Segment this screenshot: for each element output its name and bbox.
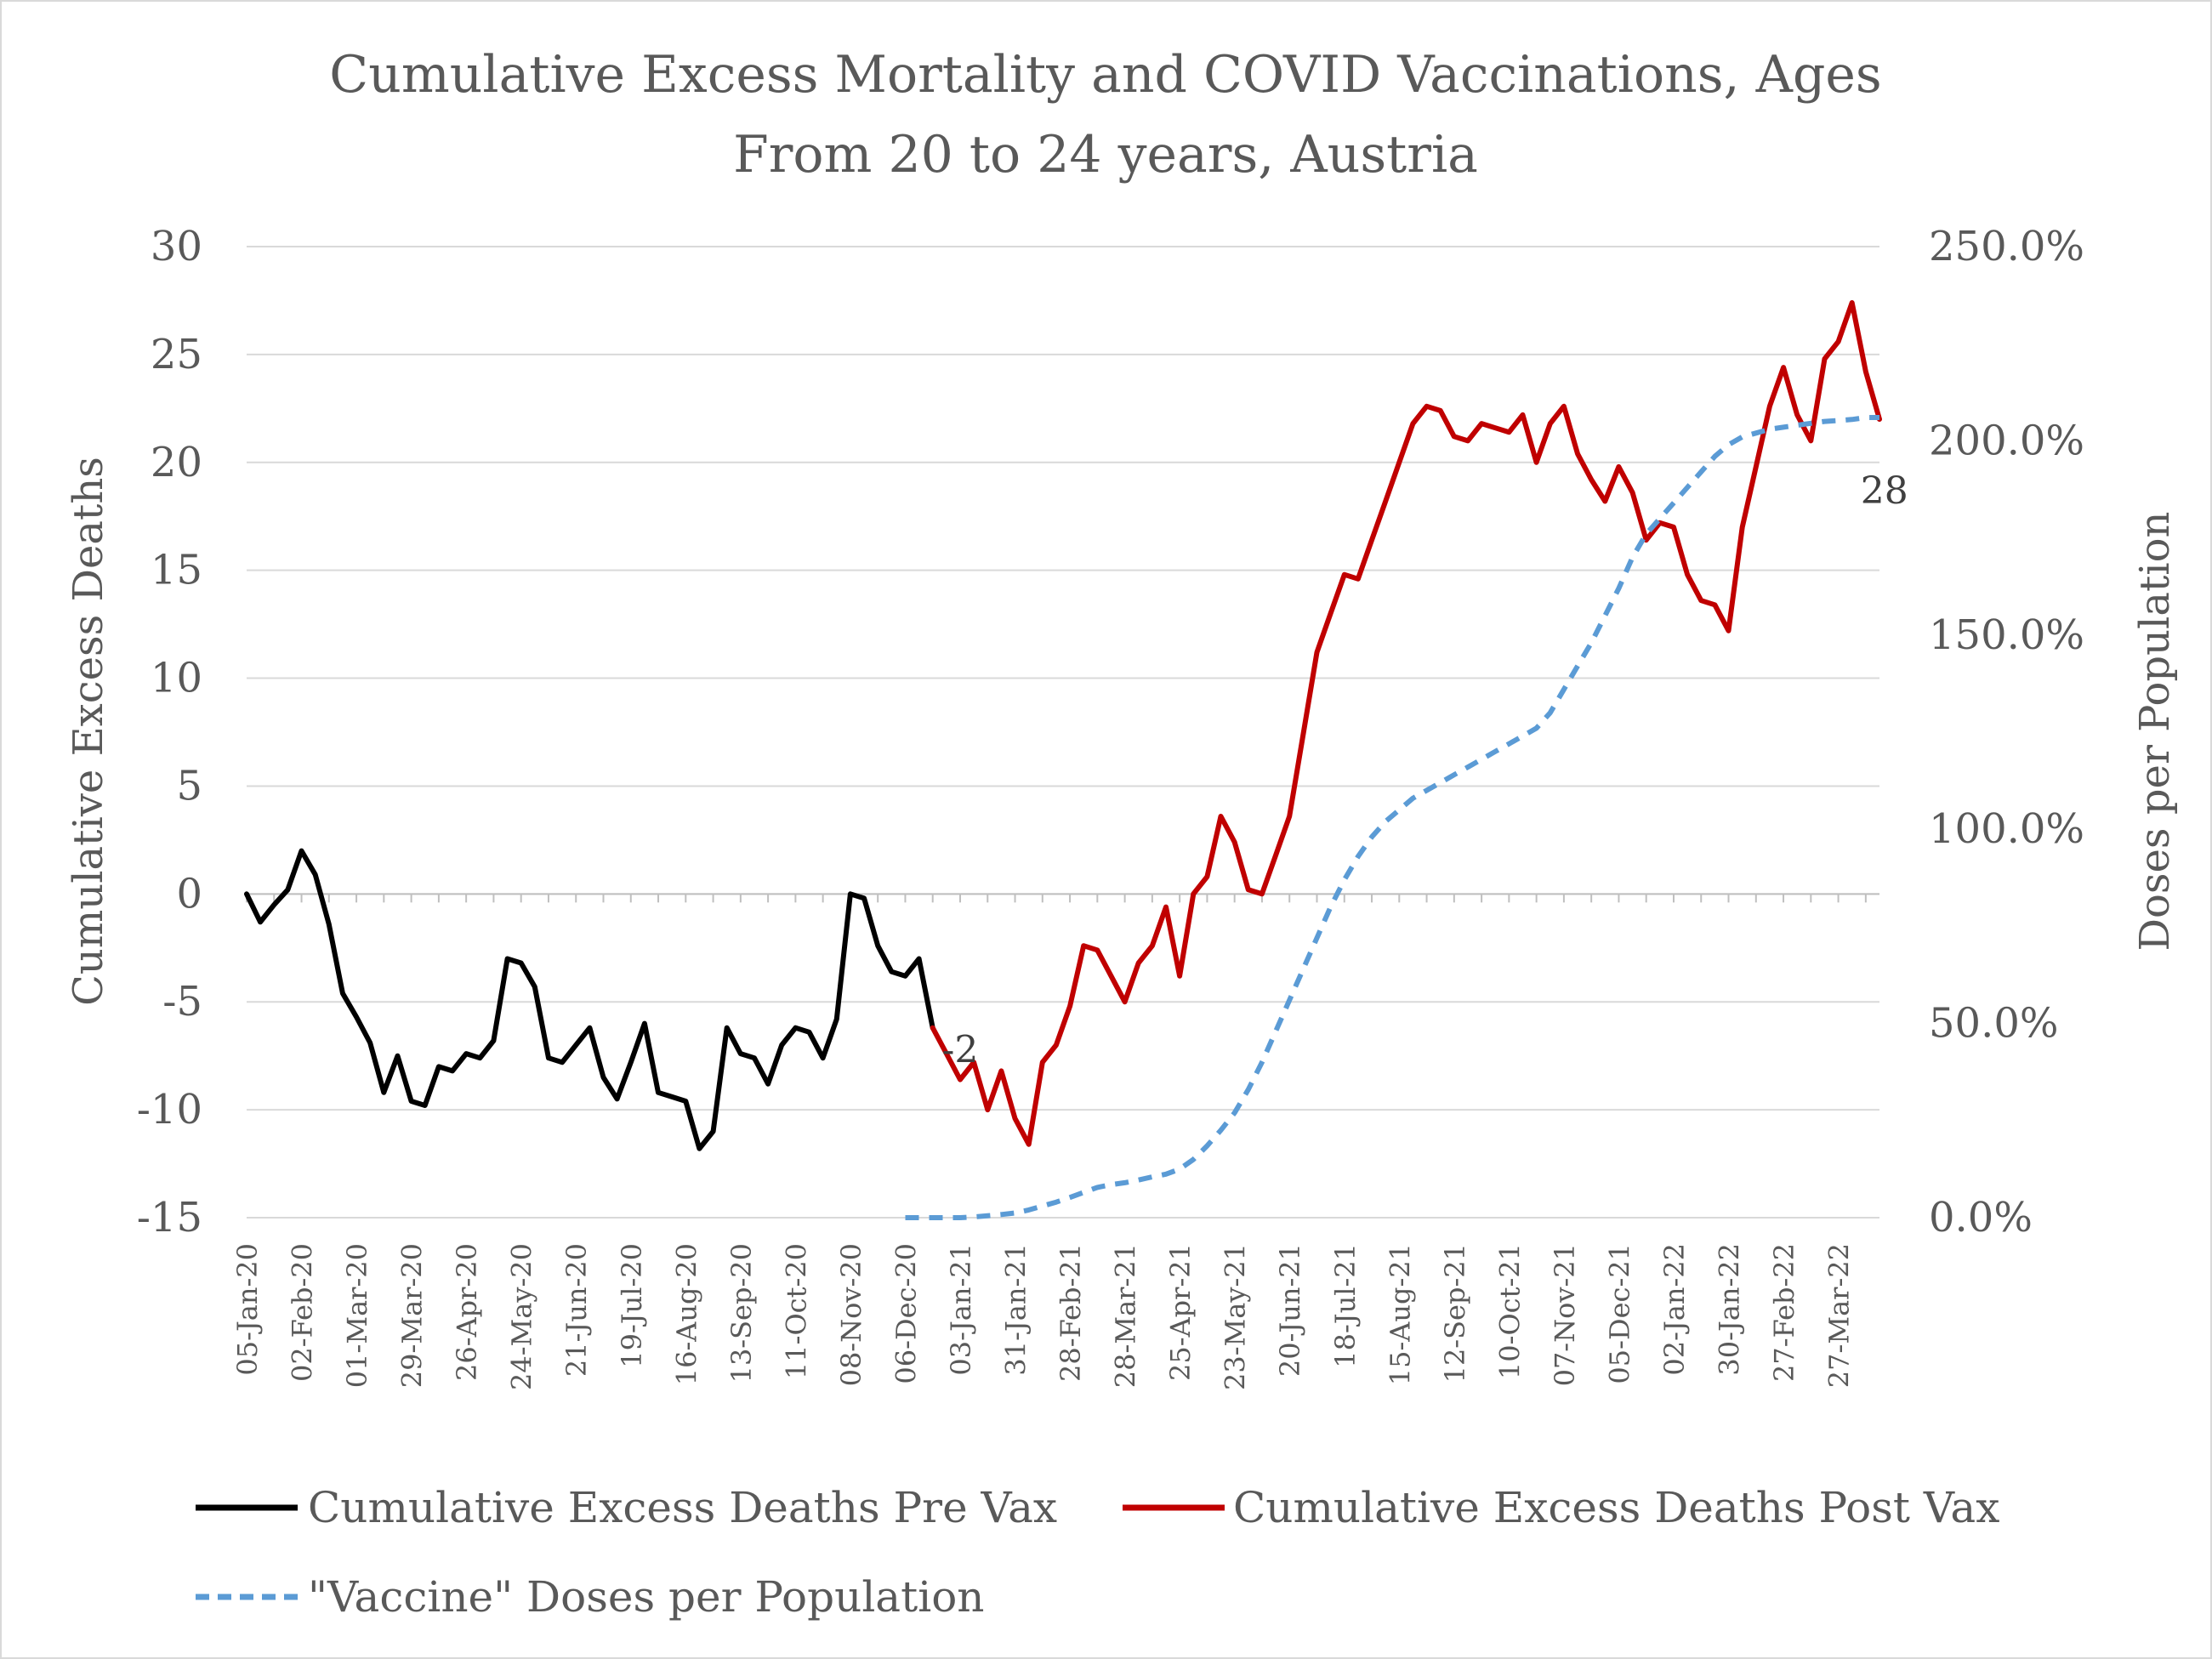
y-axis-right-title: Doses per Population (2131, 512, 2179, 952)
y-tick-label: -10 (137, 1086, 202, 1133)
x-tick-label: 26-Apr-20 (451, 1243, 483, 1381)
y-tick-label: -15 (137, 1194, 202, 1241)
x-tick-label: 06-Dec-20 (890, 1243, 922, 1384)
x-tick-label: 28-Feb-21 (1055, 1243, 1087, 1382)
chart-title-line-1: Cumulative Excess Mortality and COVID Va… (329, 45, 1881, 105)
chart-title: Cumulative Excess Mortality and COVID Va… (329, 45, 1881, 185)
y2-tick-label: 150.0% (1929, 611, 2084, 659)
legend-label-vaccine: "Vaccine" Doses per Population (308, 1572, 985, 1622)
legend-item-pre-vax: Cumulative Excess Deaths Pre Vax (196, 1483, 1057, 1532)
series-lines (244, 300, 1882, 1220)
y-tick-label: -5 (162, 978, 202, 1026)
legend-label-pre-vax: Cumulative Excess Deaths Pre Vax (308, 1483, 1057, 1532)
x-tick-label: 28-Mar-21 (1110, 1243, 1142, 1388)
x-tick-label: 12-Sep-21 (1439, 1243, 1471, 1383)
x-tick-label: 27-Feb-22 (1768, 1243, 1800, 1382)
legend-item-post-vax: Cumulative Excess Deaths Post Vax (1123, 1483, 1999, 1532)
y-tick-label: 5 (176, 762, 202, 810)
legend: Cumulative Excess Deaths Pre Vax Cumulat… (196, 1483, 1999, 1622)
x-tick-label: 07-Nov-21 (1549, 1243, 1581, 1386)
y-tick-label: 10 (151, 655, 202, 702)
y-tick-label: 15 (151, 547, 202, 594)
x-tick-label: 24-May-20 (506, 1243, 538, 1390)
x-tick-label: 01-Mar-20 (341, 1243, 373, 1388)
x-tick-label: 21-Jun-20 (560, 1243, 593, 1377)
y-tick-label: 0 (176, 870, 202, 918)
y2-tick-label: 250.0% (1929, 223, 2084, 270)
x-tick-label: 02-Jan-22 (1658, 1243, 1691, 1376)
y2-tick-label: 100.0% (1929, 805, 2084, 853)
series-line-cumulative-excess-deaths-post-vax (930, 300, 1882, 1147)
data-labels: -2 28 (942, 469, 1908, 1072)
x-tick-label: 31-Jan-21 (1000, 1243, 1032, 1376)
y-tick-label: 30 (151, 223, 202, 270)
x-tick-label: 29-Mar-20 (396, 1243, 429, 1388)
series-line-vaccine-doses-per-population (905, 415, 1879, 1220)
x-tick-label: 16-Aug-20 (670, 1243, 702, 1385)
x-tick-label: 15-Aug-21 (1384, 1243, 1416, 1385)
x-tick-label: 27-Mar-22 (1823, 1243, 1856, 1388)
legend-item-vaccine: "Vaccine" Doses per Population (196, 1572, 985, 1622)
x-tick-label: 19-Jul-20 (616, 1243, 648, 1368)
y-axis-right-ticks: 250.0% 200.0% 150.0% 100.0% 50.0% 0.0% (1929, 223, 2084, 1241)
data-label: 28 (1861, 469, 1908, 513)
x-tick-label: 13-Sep-20 (725, 1243, 758, 1383)
gridlines (247, 246, 1879, 1219)
y-axis-left-ticks: 30 25 20 15 10 5 0 -5 -10 -15 (137, 223, 202, 1241)
x-tick-label: 25-Apr-21 (1164, 1243, 1197, 1381)
legend-label-post-vax: Cumulative Excess Deaths Post Vax (1233, 1483, 1999, 1532)
x-tick-label: 05-Dec-21 (1603, 1243, 1635, 1384)
x-tick-label: 11-Oct-20 (780, 1243, 812, 1379)
x-tick-label: 18-Jul-21 (1329, 1243, 1362, 1368)
y-tick-label: 20 (151, 439, 202, 486)
y-axis-left-title: Cumulative Excess Deaths (65, 457, 112, 1006)
x-tick-label: 30-Jan-22 (1714, 1243, 1746, 1376)
x-tick-label: 08-Nov-20 (835, 1243, 867, 1386)
x-tick-label: 23-May-21 (1220, 1243, 1252, 1390)
y2-tick-label: 50.0% (1929, 1000, 2058, 1048)
x-axis-ticks: 05-Jan-20 02-Feb-20 01-Mar-20 29-Mar-20 26-A… (231, 894, 1867, 1390)
data-label: -2 (942, 1029, 979, 1072)
x-tick-label: 02-Feb-20 (287, 1243, 319, 1382)
y-tick-label: 25 (151, 331, 202, 378)
x-tick-label: 05-Jan-20 (231, 1243, 264, 1376)
chart-title-line-2: From 20 to 24 years, Austria (733, 125, 1478, 185)
y2-tick-label: 200.0% (1929, 417, 2084, 464)
x-tick-label: 03-Jan-21 (945, 1243, 977, 1376)
x-tick-label: 10-Oct-21 (1493, 1243, 1526, 1379)
y2-tick-label: 0.0% (1929, 1194, 2033, 1241)
x-tick-label: 20-Jun-21 (1274, 1243, 1306, 1377)
series-line-cumulative-excess-deaths-pre-vax (244, 848, 935, 1151)
